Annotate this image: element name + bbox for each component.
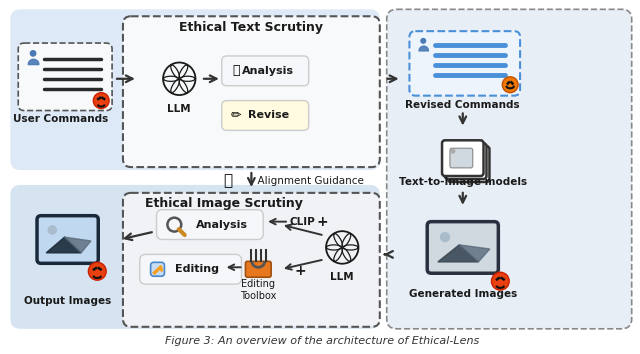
Text: Editing
Toolbox: Editing Toolbox xyxy=(240,279,276,301)
Circle shape xyxy=(451,149,456,154)
FancyBboxPatch shape xyxy=(445,143,486,179)
Text: Analysis: Analysis xyxy=(242,66,294,76)
FancyBboxPatch shape xyxy=(246,261,271,277)
Text: CLIP: CLIP xyxy=(290,217,316,227)
FancyBboxPatch shape xyxy=(140,255,241,284)
Text: Text-to-Image models: Text-to-Image models xyxy=(399,177,527,187)
Text: LLM: LLM xyxy=(330,272,354,282)
FancyBboxPatch shape xyxy=(410,31,520,96)
Text: Alignment Guidance: Alignment Guidance xyxy=(252,176,364,186)
FancyBboxPatch shape xyxy=(157,210,263,240)
Text: Output Images: Output Images xyxy=(24,296,111,306)
Text: 🔍: 🔍 xyxy=(233,64,240,77)
FancyBboxPatch shape xyxy=(123,193,380,327)
Text: Revised Commands: Revised Commands xyxy=(406,99,520,110)
FancyBboxPatch shape xyxy=(10,9,380,170)
FancyBboxPatch shape xyxy=(123,16,380,167)
Circle shape xyxy=(29,50,36,57)
Text: LLM: LLM xyxy=(168,103,191,114)
Circle shape xyxy=(502,77,518,93)
Polygon shape xyxy=(460,245,490,262)
Text: Ethical Image Scrutiny: Ethical Image Scrutiny xyxy=(145,197,303,210)
FancyBboxPatch shape xyxy=(448,146,490,182)
FancyBboxPatch shape xyxy=(19,43,112,110)
Circle shape xyxy=(440,232,450,242)
FancyBboxPatch shape xyxy=(442,140,483,176)
Text: +: + xyxy=(317,215,328,229)
Polygon shape xyxy=(65,237,91,253)
FancyBboxPatch shape xyxy=(150,262,164,276)
Text: 🔥: 🔥 xyxy=(223,173,232,188)
FancyBboxPatch shape xyxy=(37,216,99,263)
Text: Revise: Revise xyxy=(248,110,289,120)
Text: Editing: Editing xyxy=(175,264,219,274)
Circle shape xyxy=(88,262,106,280)
FancyBboxPatch shape xyxy=(428,222,499,273)
Text: ✏️: ✏️ xyxy=(231,109,242,122)
Circle shape xyxy=(420,38,426,44)
Polygon shape xyxy=(438,245,479,262)
Circle shape xyxy=(47,225,57,235)
Circle shape xyxy=(93,93,109,109)
FancyBboxPatch shape xyxy=(387,9,632,329)
FancyBboxPatch shape xyxy=(221,101,308,130)
Polygon shape xyxy=(46,237,81,253)
FancyBboxPatch shape xyxy=(10,185,380,329)
Text: Figure 3: An overview of the architecture of Ethical-Lens: Figure 3: An overview of the architectur… xyxy=(165,336,479,346)
FancyBboxPatch shape xyxy=(450,148,473,168)
FancyBboxPatch shape xyxy=(221,56,308,86)
Text: Ethical Text Scrutiny: Ethical Text Scrutiny xyxy=(179,21,323,34)
Text: Generated Images: Generated Images xyxy=(409,289,517,299)
Text: User Commands: User Commands xyxy=(13,114,108,125)
Circle shape xyxy=(492,272,509,290)
Text: Analysis: Analysis xyxy=(196,219,248,230)
Text: +: + xyxy=(295,264,307,278)
